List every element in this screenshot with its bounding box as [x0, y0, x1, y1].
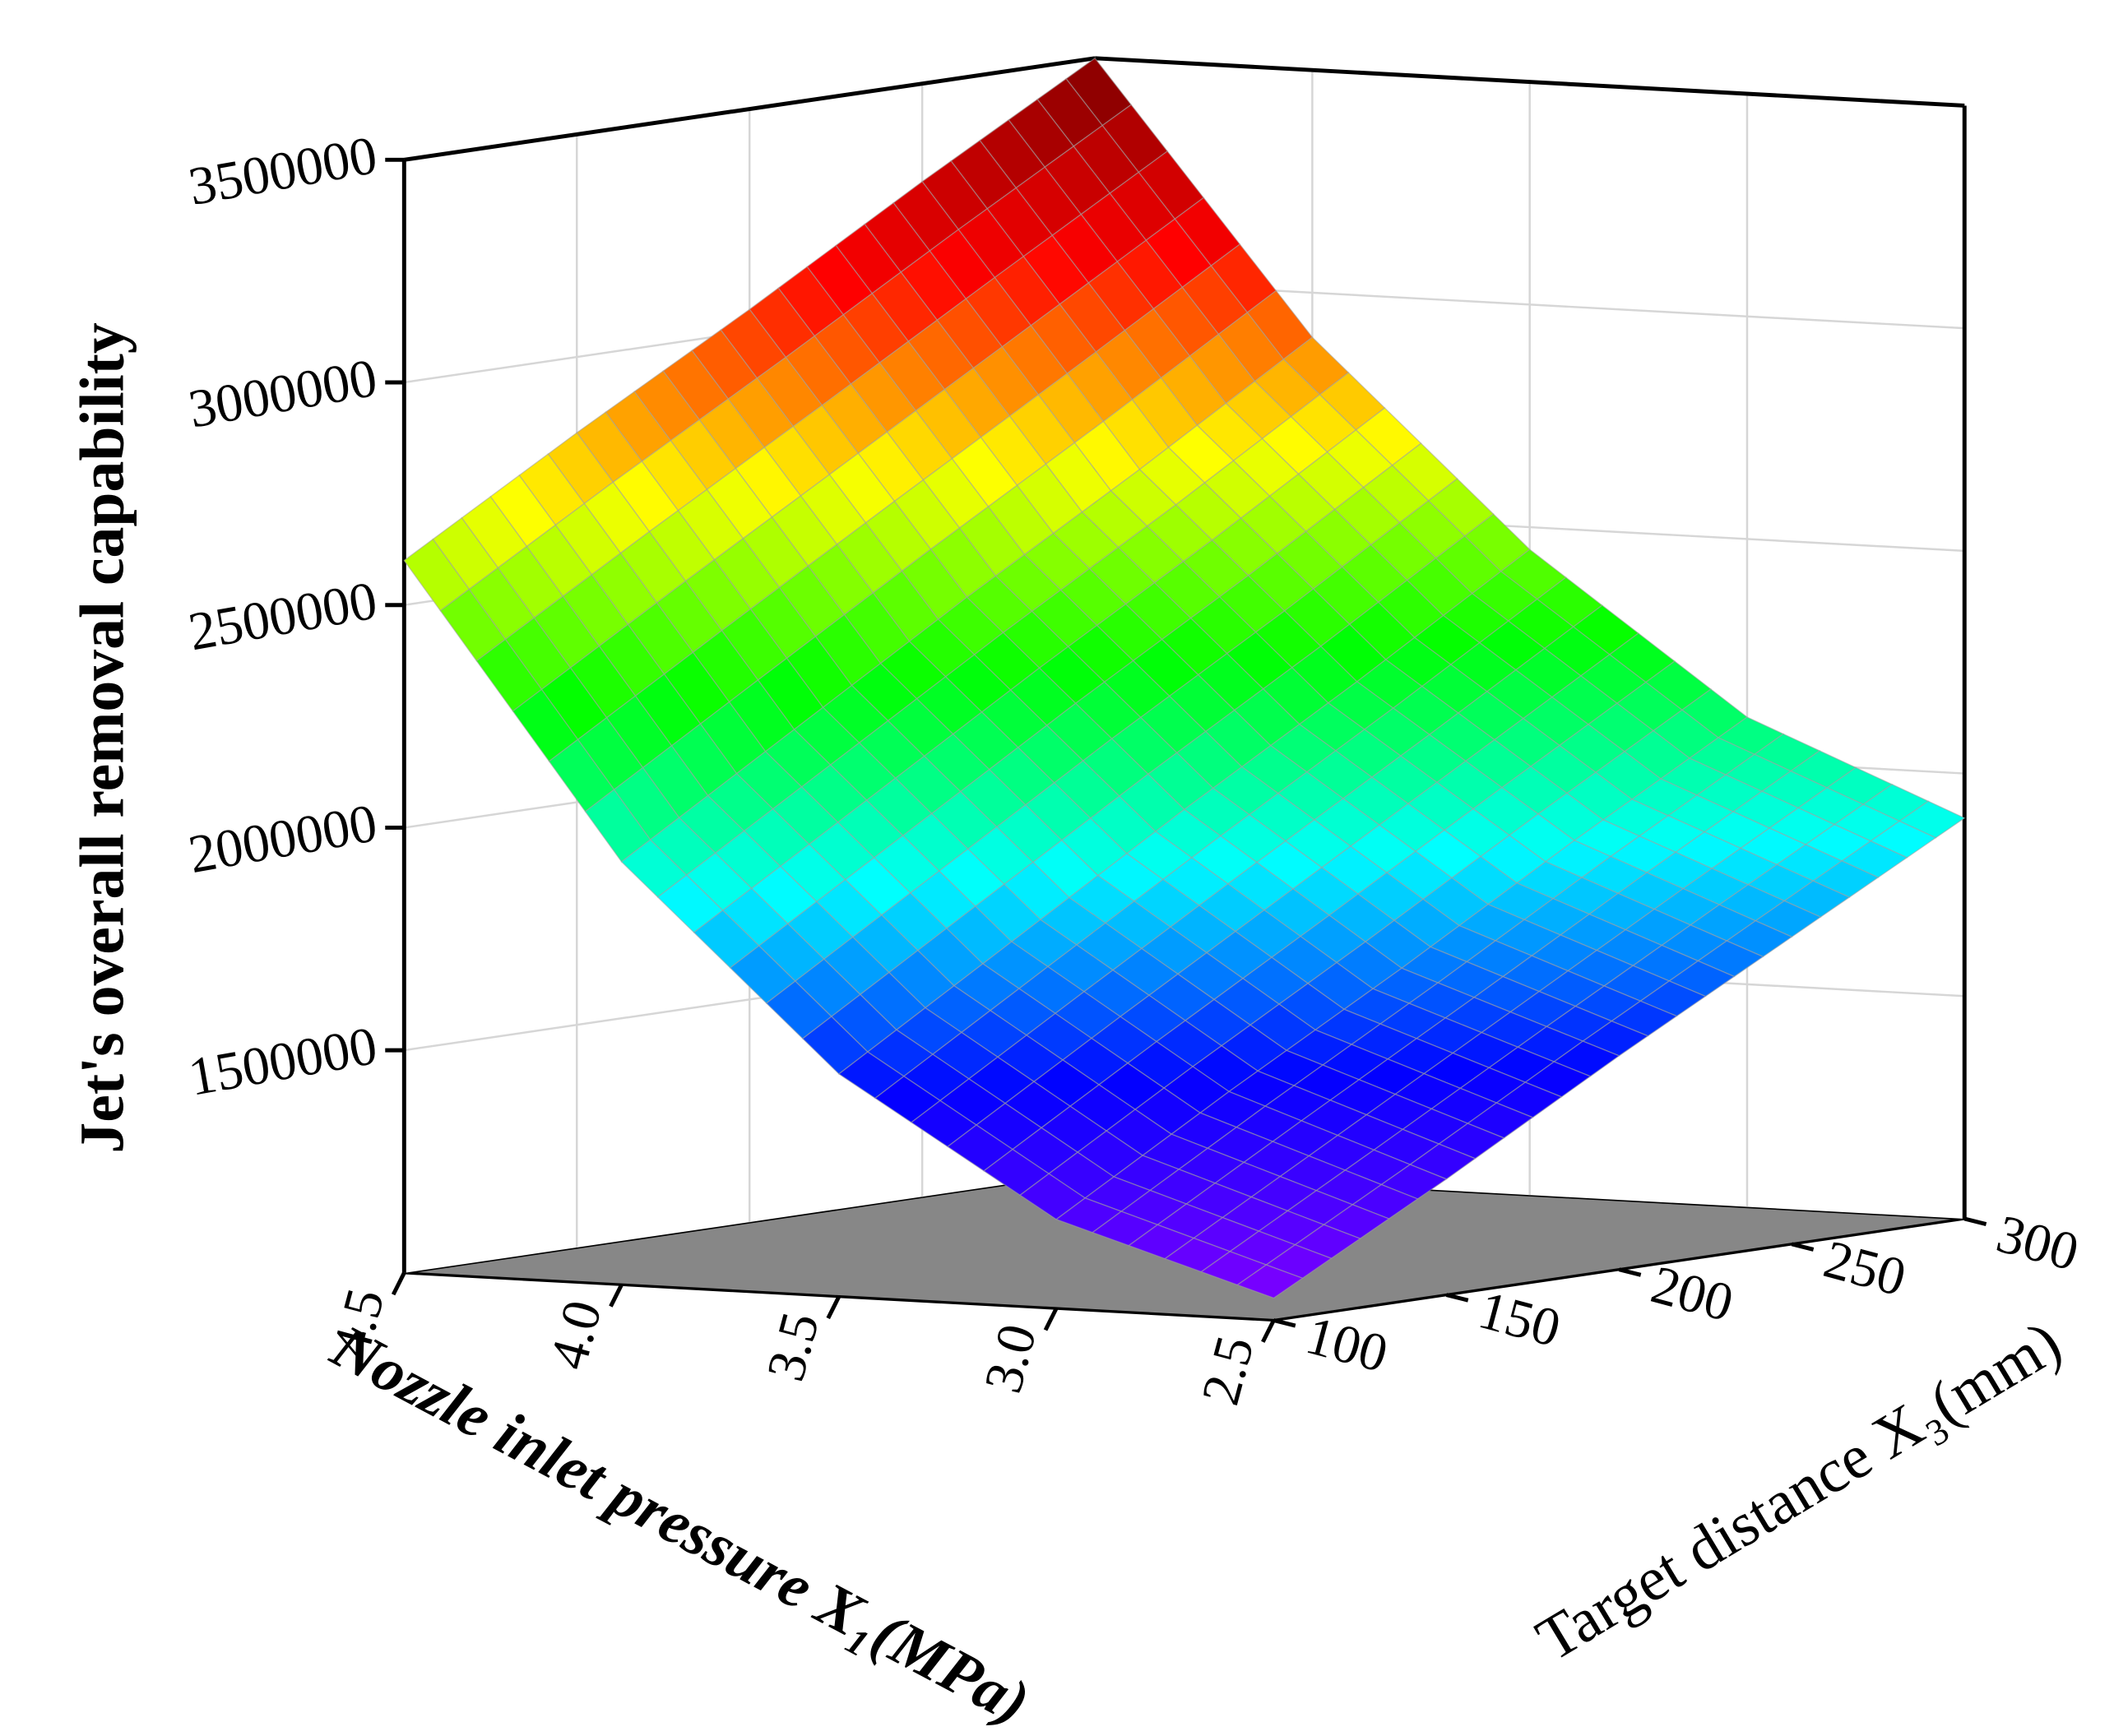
x-tick: [826, 1295, 841, 1320]
y-axis-title: Target distance X₃(mm): [1525, 1308, 2072, 1674]
surface-cell: [1183, 681, 1576, 970]
y-tick-label: 150: [1472, 1280, 1566, 1359]
y-tick: [1963, 1216, 1987, 1226]
z-axis-title: Jet's overall removal capability: [69, 322, 137, 1153]
surface-cell: [1400, 840, 1793, 1057]
z-tick-label: 2500000: [184, 570, 382, 662]
y-tick-label: 250: [1818, 1229, 1912, 1308]
x-tick-label: 3.5: [755, 1306, 831, 1386]
surface-patch: [1235, 1264, 1304, 1299]
surface-cell: [1055, 1090, 1448, 1299]
y-tick-label: 300: [1991, 1204, 2084, 1283]
surface-cell: [749, 180, 1141, 599]
x-tick-label: 3.0: [973, 1318, 1049, 1399]
surface-cell: [620, 729, 1013, 1075]
labels: 1500000 2000000 2500000 3000000 3500000 2.5 3.…: [184, 125, 2084, 1411]
surface-cell: [966, 469, 1358, 811]
y-tick: [1445, 1293, 1469, 1303]
x-tick: [1043, 1307, 1059, 1331]
y-tick: [1273, 1318, 1296, 1328]
x-tick: [1261, 1319, 1276, 1343]
surface-cell: [403, 432, 795, 863]
z-tick-label: 2000000: [184, 793, 382, 885]
x-axis-title: Nozzle inlet pressure X₁(MPa): [320, 1312, 1040, 1736]
y-tick-label: 100: [1300, 1305, 1393, 1384]
y-tick: [1791, 1242, 1815, 1252]
z-tick-label: 3000000: [184, 348, 382, 440]
surface-cell: [837, 941, 1231, 1220]
y-tick-label: 200: [1645, 1254, 1739, 1333]
axis-edge: [403, 56, 1096, 162]
surface-cell: [1356, 549, 1749, 841]
surface-cell: [793, 596, 1185, 943]
x-tick: [609, 1284, 624, 1308]
z-tick-label: 1500000: [184, 1016, 382, 1108]
surface-cell: [1227, 967, 1620, 1180]
surface-cell: [921, 57, 1314, 470]
axis-edge: [1094, 56, 1965, 108]
y-tick: [1618, 1267, 1642, 1277]
surface: [403, 57, 1966, 1299]
z-tick-label: 3500000: [184, 125, 382, 217]
x-tick-label: 2.5: [1190, 1330, 1266, 1410]
x-tick-label: 4.0: [538, 1294, 614, 1375]
x-tick: [391, 1271, 406, 1296]
surface-cell: [1010, 808, 1403, 1093]
